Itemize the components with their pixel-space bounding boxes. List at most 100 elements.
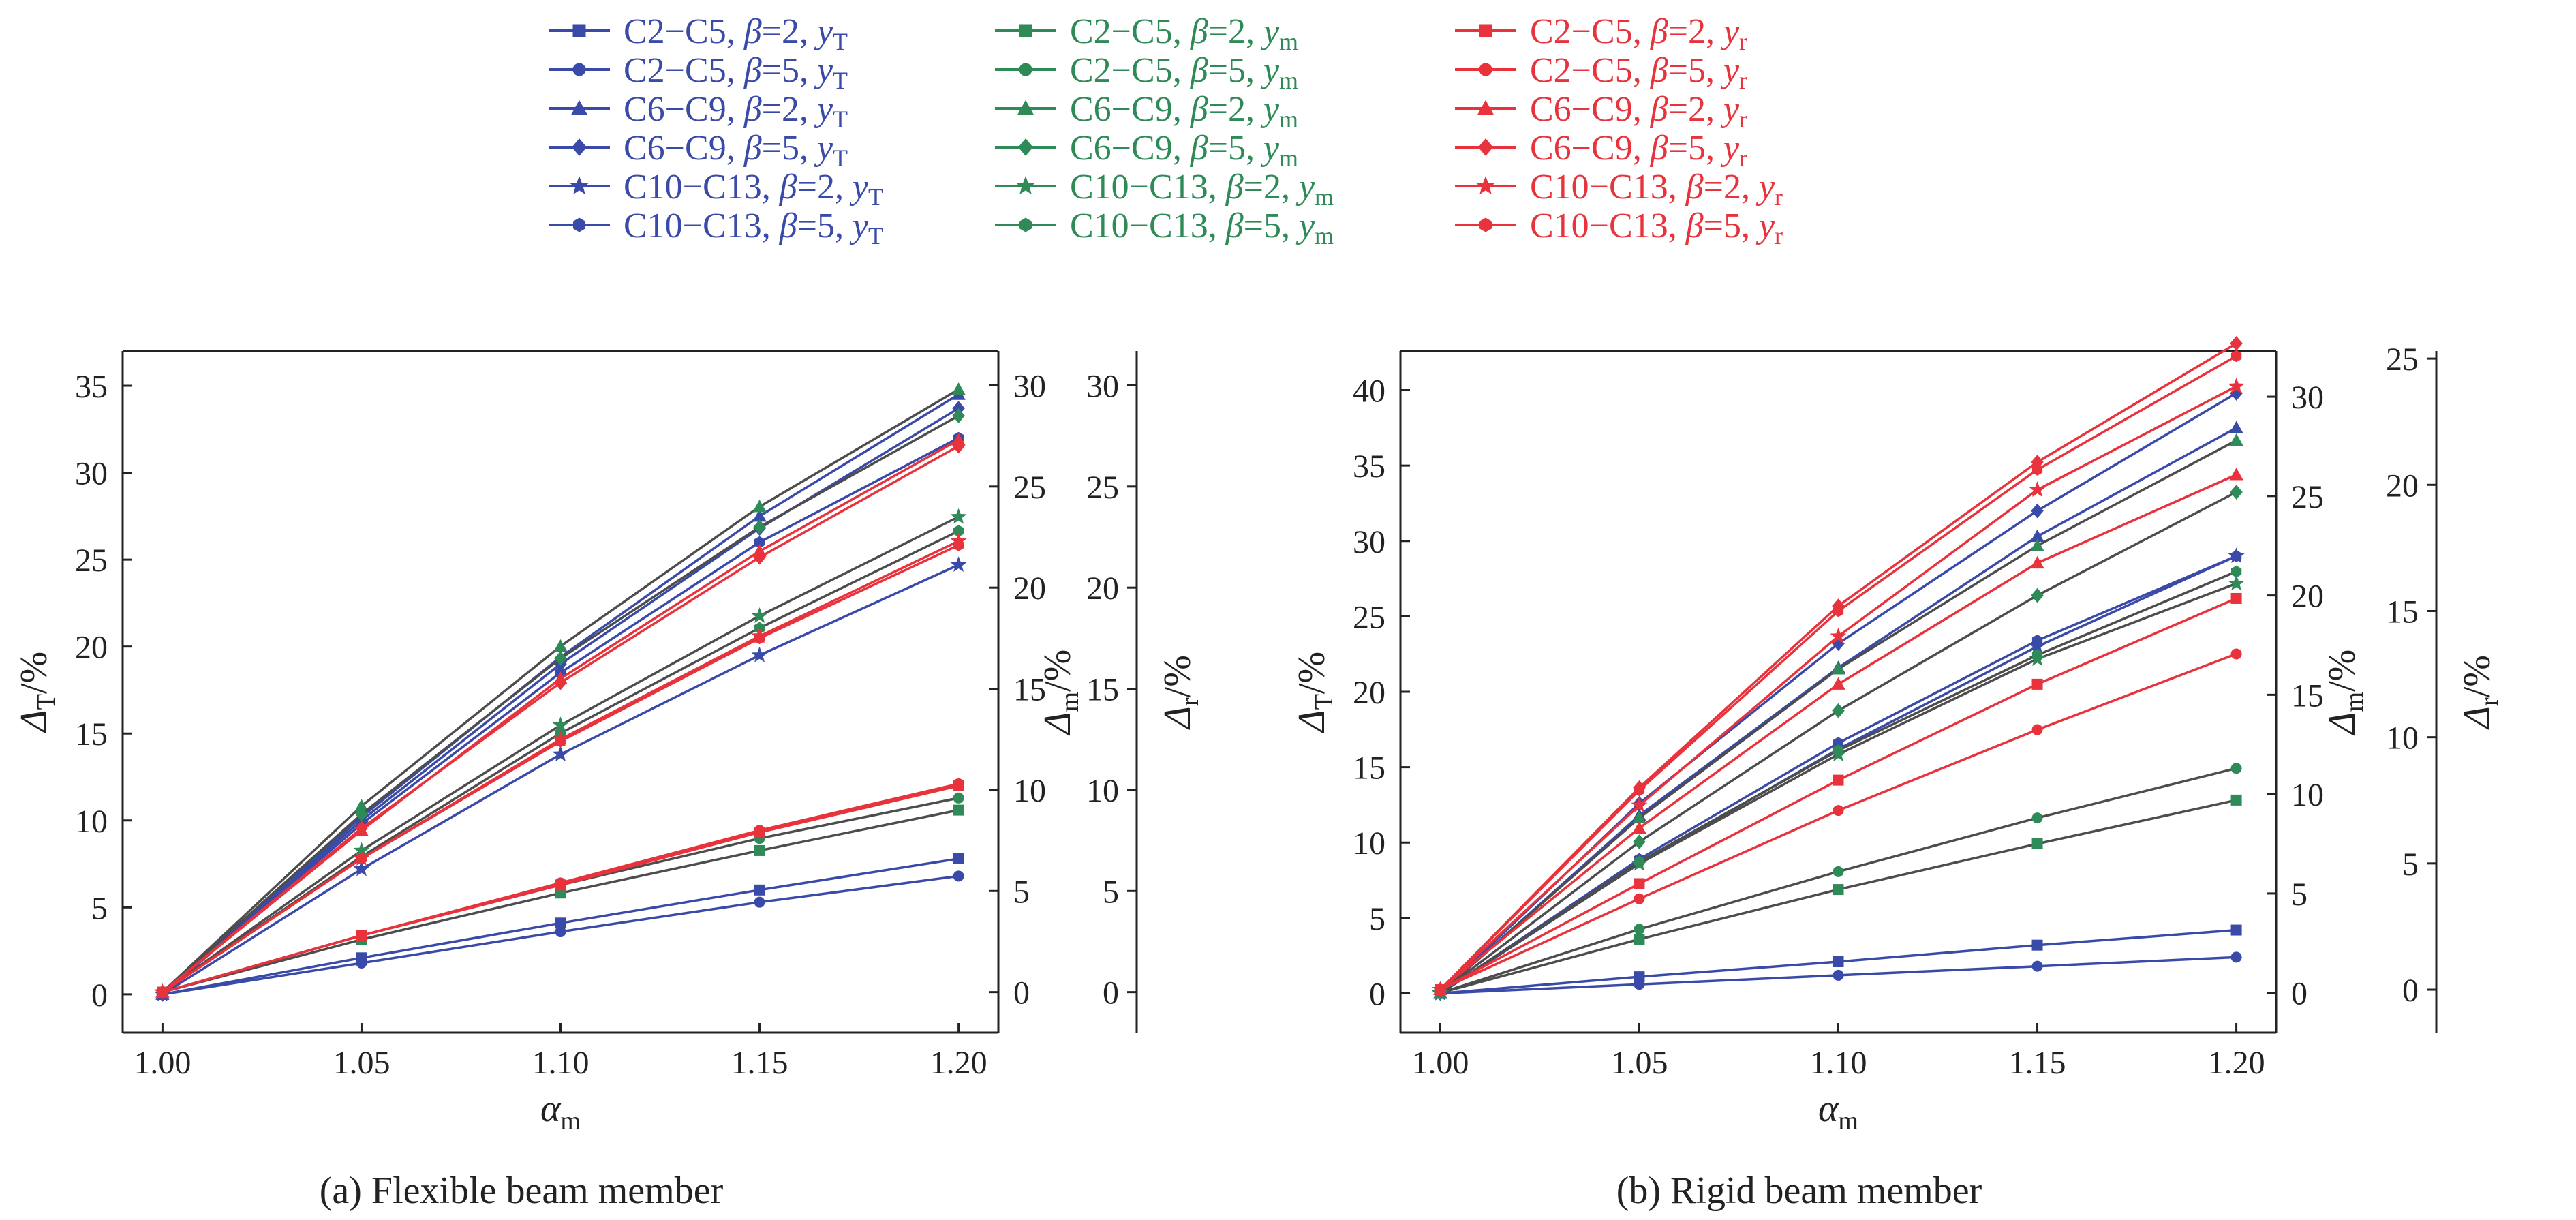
- legend-entry: C2−C5, β=2, ym: [995, 12, 1298, 55]
- legend-group: C6−C9: [1070, 129, 1173, 168]
- y-tick-label-right-m: 25: [2291, 479, 2324, 515]
- legend-var-sub: m: [1279, 28, 1298, 55]
- x-tick-label: 1.00: [134, 1045, 191, 1081]
- data-point-circle: [1634, 924, 1645, 935]
- y-axis-label-left-symbol: Δ: [1291, 710, 1333, 733]
- legend-sep: ,: [1173, 51, 1191, 90]
- legend-sep: ,: [726, 129, 744, 168]
- legend-entry: C2−C5, β=2, yT: [549, 12, 848, 55]
- data-point-triangle: [1831, 677, 1845, 690]
- data-point-circle: [1833, 805, 1844, 817]
- legend-beta-symbol: β: [1650, 129, 1668, 168]
- data-point-star: [950, 556, 967, 573]
- legend-var-sub: T: [833, 28, 848, 55]
- legend-var-sub: r: [1739, 144, 1747, 172]
- legend-group: C6−C9: [1070, 90, 1173, 129]
- y-tick-label-right-m: 5: [1013, 874, 1030, 910]
- y-axis-label-right-m-symbol: Δ: [1037, 712, 1079, 735]
- y-axis-label-right-r-unit: /%: [1156, 655, 1199, 697]
- legend-y-symbol: y: [1260, 51, 1280, 90]
- y-axis-label-right-m: Δm/%: [1037, 650, 1084, 736]
- legend-beta-value: 2: [1263, 168, 1281, 207]
- legend-entry: C2−C5, β=5, yT: [549, 51, 848, 94]
- y-tick-label-left: 0: [1369, 976, 1385, 1012]
- legend-sep: ,: [1633, 129, 1651, 168]
- legend-var-sub: m: [1279, 67, 1298, 94]
- legend-y-symbol: y: [1720, 12, 1740, 51]
- data-point-circle: [754, 896, 765, 908]
- legend-sep: ,: [1208, 207, 1226, 245]
- legend-sep: ,: [1706, 129, 1723, 168]
- data-point-diamond: [554, 651, 567, 666]
- legend-y-symbol: y: [1720, 129, 1740, 168]
- data-point-diamond: [753, 549, 766, 565]
- legend-sep: ,: [799, 129, 817, 168]
- data-point-hexagon: [2230, 565, 2242, 578]
- y-tick-label-right-r: 0: [1103, 975, 1119, 1011]
- legend-sep: ,: [1706, 12, 1723, 51]
- legend-eq: =: [762, 51, 782, 90]
- legend-marker-hexagon: [1019, 217, 1032, 232]
- data-point-diamond: [2031, 588, 2044, 603]
- y-axis-label-left: ΔT/%: [1291, 652, 1338, 733]
- data-point-square: [2230, 794, 2242, 806]
- data-point-square: [1833, 884, 1844, 896]
- legend-sep: ,: [1706, 51, 1723, 90]
- legend-eq: =: [1244, 168, 1263, 207]
- series-line: [162, 808, 959, 994]
- legend-entry: C6−C9, β=5, yr: [1455, 129, 1747, 172]
- x-tick-label: 1.10: [532, 1045, 589, 1081]
- legend-sep: ,: [1173, 90, 1191, 129]
- y-axis-label-right-m-unit: /%: [2321, 650, 2363, 692]
- data-point-circle: [953, 778, 964, 790]
- data-point-square: [2031, 939, 2043, 951]
- legend-var-sub: m: [1315, 183, 1334, 211]
- legend-group: C2−C5: [1070, 12, 1173, 51]
- y-axis-label-right-r: Δr/%: [1156, 655, 1204, 730]
- y-tick-label-left: 15: [1353, 750, 1385, 787]
- data-point-triangle: [752, 500, 767, 513]
- legend-sep: ,: [762, 168, 780, 207]
- legend-group: C10−C13: [1530, 207, 1668, 245]
- series-group: [1432, 335, 2245, 1001]
- x-axis-label-sub: m: [560, 1107, 581, 1135]
- legend-beta-value: 2: [782, 90, 799, 129]
- panel-flexible-beam: 1.00 1.05 1.10 1.15 1.20 0 5 10 15 20 25 30 35 0 5 10 15…: [13, 350, 1204, 1212]
- legend-sep: ,: [1633, 90, 1651, 129]
- y-tick-label-right-m: 0: [2291, 976, 2307, 1012]
- legend-marker-square: [1019, 24, 1032, 37]
- legend-group: C2−C5: [624, 51, 726, 90]
- series-line: [1439, 597, 2237, 991]
- y-tick-label-left: 20: [1353, 675, 1385, 711]
- data-point-circle: [2230, 951, 2242, 963]
- y-tick-label-right-m: 15: [1013, 672, 1046, 708]
- x-tick-label: 1.20: [930, 1045, 987, 1081]
- legend-beta-value: 5: [1688, 51, 1706, 90]
- data-point-triangle: [553, 639, 568, 652]
- legend-label: C2−C5, β=2, yr: [1530, 12, 1747, 55]
- data-point-circle: [555, 877, 566, 889]
- legend-y-symbol: y: [1720, 90, 1740, 129]
- legend-label: C10−C13, β=5, ym: [1070, 207, 1334, 249]
- data-point-diamond: [554, 675, 567, 690]
- legend-beta-symbol: β: [1190, 90, 1208, 129]
- legend-y-symbol: y: [849, 207, 869, 245]
- y-axis-label-right-m-sub: m: [2340, 692, 2369, 712]
- legend-beta-symbol: β: [1650, 51, 1668, 90]
- y-tick-label-right-m: 30: [1013, 368, 1046, 404]
- legend-eq: =: [1668, 12, 1688, 51]
- data-point-square: [2230, 924, 2242, 936]
- legend-eq: =: [1668, 90, 1688, 129]
- y-axis-label-right-m: Δm/%: [2321, 650, 2369, 736]
- x-tick-label: 1.10: [1810, 1045, 1867, 1081]
- legend-eq: =: [1208, 12, 1228, 51]
- legend-marker-hexagon: [572, 217, 586, 232]
- data-point-circle: [1634, 979, 1645, 990]
- legend-beta-value: 2: [782, 12, 799, 51]
- legend-label: C6−C9, β=5, yT: [624, 129, 848, 172]
- x-tick-label: 1.00: [1411, 1045, 1469, 1081]
- data-point-hexagon: [2230, 550, 2242, 562]
- panel-caption: (a) Flexible beam member: [320, 1170, 724, 1212]
- data-point-hexagon: [953, 539, 964, 551]
